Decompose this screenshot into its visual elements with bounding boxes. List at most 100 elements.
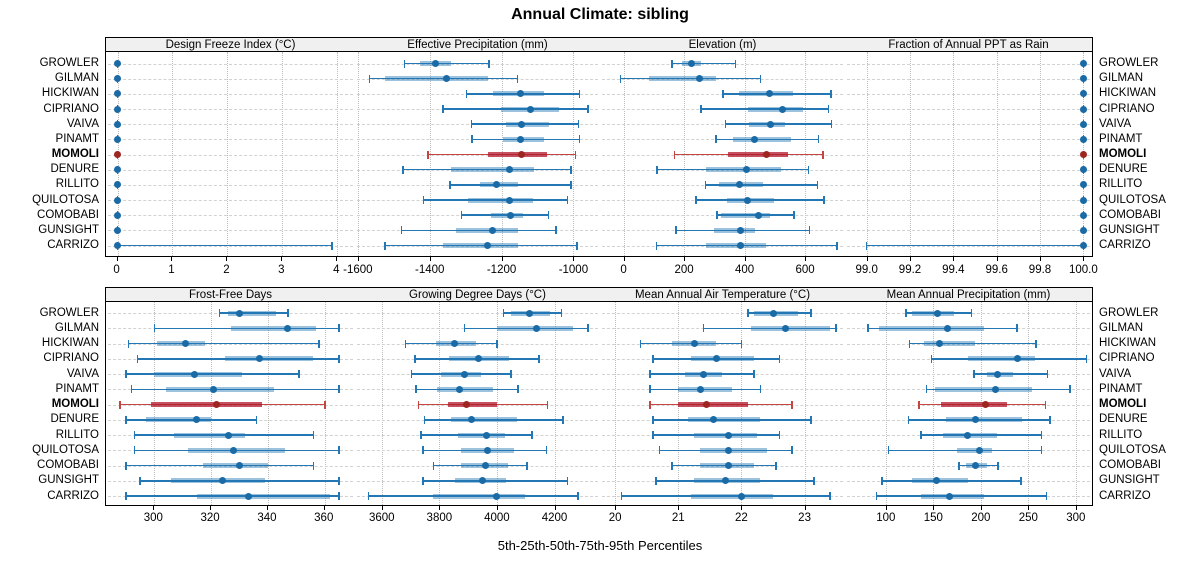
panel-title: Mean Annual Air Temperature (°C) (634, 288, 811, 301)
range-5th-95th (908, 419, 1051, 421)
site-label-right-growler: GROWLER (1099, 57, 1159, 69)
whisker-cap (460, 211, 463, 220)
whisker-cap (367, 492, 370, 500)
site-label-right-momoli: MOMOLI (1099, 398, 1147, 410)
whisker-cap (578, 89, 581, 98)
gridline-vertical (227, 52, 229, 256)
range-25th-75th (171, 478, 266, 484)
whisker-cap (830, 89, 832, 98)
axis-tick-label: -1600 (343, 264, 373, 276)
site-label-left-cipriano: CIPRIANO (43, 102, 99, 115)
gridline-vertical (910, 52, 911, 256)
axis-tick (116, 257, 118, 261)
range-5th-95th (701, 108, 829, 110)
whisker-cap (465, 89, 468, 98)
range-25th-75th (967, 356, 1035, 362)
range-25th-75th (457, 432, 505, 438)
site-label-right-pinamt: PINAMT (1099, 382, 1143, 395)
range-5th-95th (422, 480, 568, 482)
site-label-right-carrizo: CARRIZO (1099, 239, 1151, 252)
whisker-cap (671, 59, 673, 68)
whisker-cap (1069, 385, 1071, 394)
site-label-left-denure: DENURE (50, 163, 99, 176)
median-dot (1079, 60, 1087, 67)
whisker-cap (658, 446, 661, 455)
whisker-cap (287, 309, 289, 317)
site-label-left-gilman: GILMAN (54, 321, 99, 334)
axis-tick (910, 257, 911, 261)
axis-tick-label: 4 (333, 264, 340, 276)
whisker-cap (1020, 476, 1022, 485)
median-dot (443, 75, 451, 83)
whisker-cap (442, 105, 444, 113)
median-dot (483, 446, 491, 454)
whisker-cap (427, 150, 429, 159)
whisker-cap (338, 492, 340, 500)
whisker-cap (997, 461, 999, 470)
axis-tick (980, 506, 982, 510)
range-5th-95th (882, 480, 1021, 482)
whisker-cap (298, 370, 300, 378)
site-label-left-comobabi: COMOBABI (37, 208, 99, 221)
median-dot (971, 462, 979, 469)
site-label-right-gunsight: GUNSIGHT (1099, 474, 1160, 487)
median-dot (475, 355, 483, 363)
median-dot (737, 492, 745, 500)
median-dot (517, 151, 525, 159)
whisker-cap (331, 241, 333, 250)
site-label-left-growler: GROWLER (39, 306, 99, 319)
median-dot (700, 370, 708, 378)
whisker-cap (449, 180, 451, 189)
range-5th-95th (464, 327, 588, 329)
whisker-cap (318, 339, 320, 348)
range-5th-95th (876, 495, 1047, 497)
range-25th-75th (727, 152, 788, 158)
axis-tick-label: 99.0 (855, 264, 878, 276)
site-label-left-momoli: MOMOLI (51, 148, 99, 161)
range-5th-95th (125, 373, 300, 375)
median-dot (224, 431, 232, 439)
axis-tick-label: 250 (1018, 512, 1038, 524)
site-label-left-pinamt: PINAMT (55, 132, 99, 145)
range-25th-75th (157, 341, 206, 346)
whisker-cap (778, 431, 781, 439)
median-dot (114, 181, 122, 189)
whisker-cap (417, 400, 420, 409)
median-dot (712, 355, 720, 363)
gridline-horizontal (847, 154, 1090, 156)
whisker-cap (545, 446, 548, 455)
site-label-right-cipriano: CIPRIANO (1099, 102, 1155, 115)
site-label-left-gilman: GILMAN (54, 72, 99, 85)
range-25th-75th (720, 212, 771, 218)
whisker-cap (673, 150, 676, 159)
gridline-vertical (337, 52, 339, 256)
median-dot (933, 309, 941, 317)
whisker-cap (422, 446, 424, 455)
whisker-cap (432, 461, 435, 470)
median-dot (114, 120, 122, 128)
whisker-cap (1045, 492, 1048, 500)
panel-strip-mean-annual-air-temperature-c: Mean Annual Air Temperature (°C) (600, 287, 846, 302)
axis-tick-label: 99.2 (898, 264, 922, 276)
whisker-cap (1035, 339, 1037, 348)
axis-tick-label: 600 (795, 264, 815, 276)
range-5th-95th (403, 168, 571, 171)
whisker-cap (414, 354, 416, 363)
gridline-horizontal (847, 169, 1090, 171)
site-label-left-growler: GROWLER (39, 57, 99, 69)
range-25th-75th (879, 325, 984, 331)
axis-tick (933, 506, 935, 510)
axis-tick (210, 506, 212, 510)
gridline-horizontal (108, 63, 353, 65)
axis-tick (623, 257, 625, 261)
median-dot (516, 135, 524, 143)
median-dot (517, 120, 525, 128)
whisker-cap (562, 415, 564, 424)
median-dot (190, 370, 198, 378)
whisker-cap (649, 400, 651, 409)
whisker-cap (655, 241, 657, 250)
range-25th-75th (231, 325, 317, 331)
range-25th-75th (649, 76, 716, 82)
whisker-cap (338, 385, 340, 394)
axis-tick-label: -1000 (558, 264, 589, 276)
